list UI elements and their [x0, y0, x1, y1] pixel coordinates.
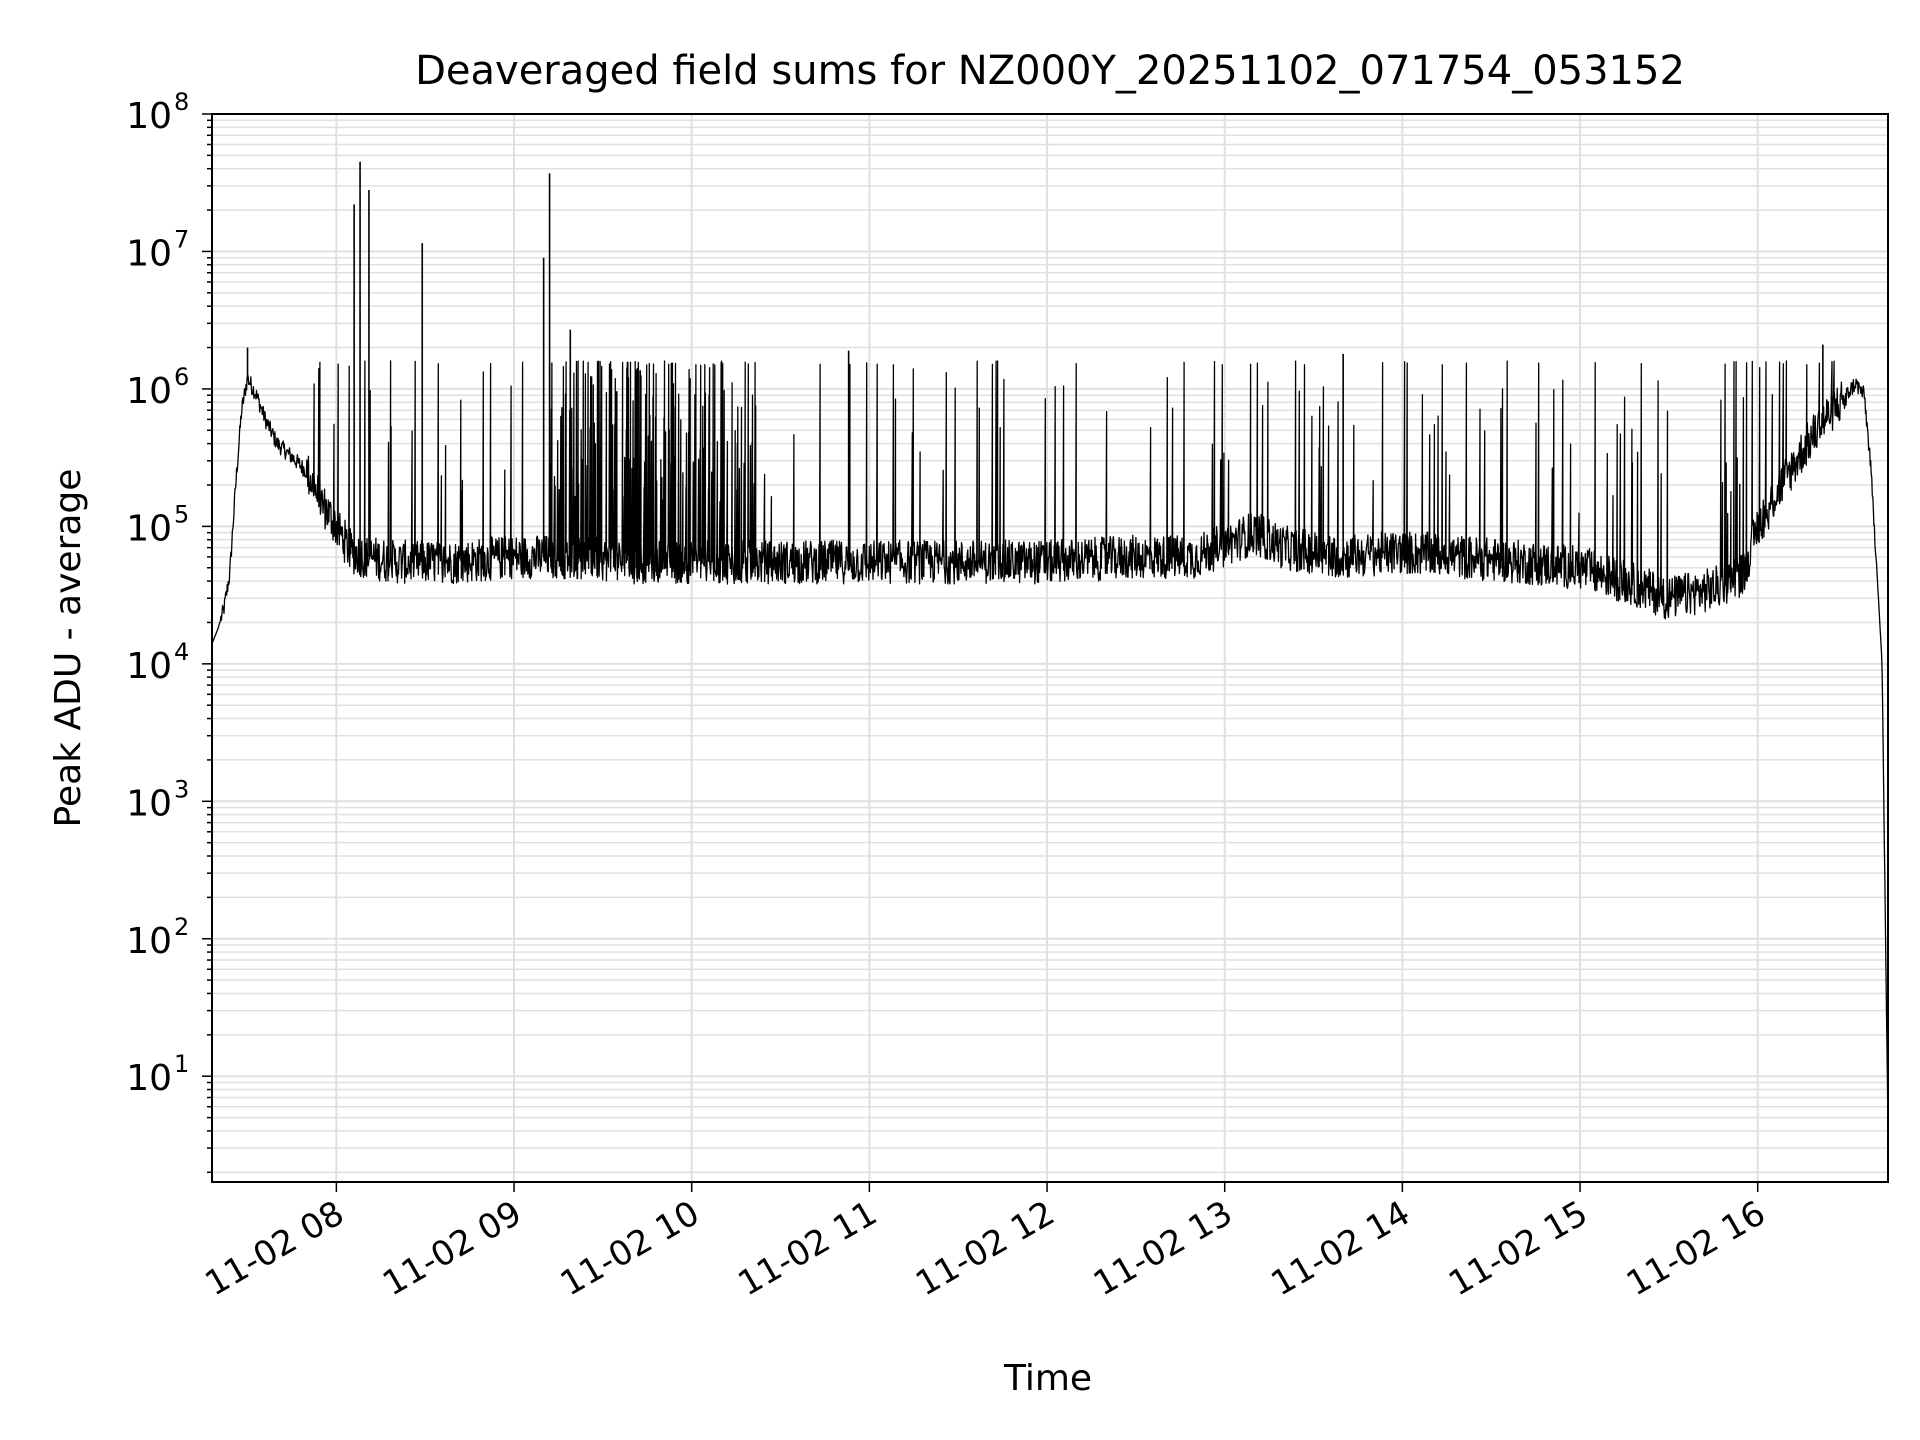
y-tick-label-exponent: 1: [174, 1050, 189, 1078]
y-tick-label-base: 10: [126, 371, 172, 412]
y-tick-label: 10 7: [126, 225, 189, 274]
y-tick-label-exponent: 7: [174, 225, 189, 253]
plot-frame: [211, 113, 1889, 1183]
y-tick-label-exponent: 5: [174, 500, 189, 528]
y-tick-label: 10 1: [126, 1050, 189, 1099]
y-tick-label-base: 10: [126, 508, 172, 549]
y-tick-label-base: 10: [126, 233, 172, 274]
y-tick-label: 10 4: [126, 638, 189, 687]
y-tick-label: 10 6: [126, 363, 189, 412]
y-tick-label: 10 5: [126, 500, 189, 549]
y-tick-label-exponent: 8: [174, 88, 189, 116]
series-line: [212, 360, 1888, 1131]
y-tick-label-exponent: 2: [174, 913, 189, 941]
series-area: [212, 161, 1888, 1131]
y-tick-label-base: 10: [126, 921, 172, 962]
y-tick-label: 10 2: [126, 913, 189, 962]
x-axis-label: Time: [1003, 1358, 1092, 1399]
y-tick-label-exponent: 3: [174, 775, 189, 803]
y-axis-label: Peak ADU - average: [48, 469, 89, 828]
y-tick-label-base: 10: [126, 646, 172, 687]
y-tick-label-base: 10: [126, 783, 172, 824]
y-tick-label-exponent: 6: [174, 363, 189, 391]
y-tick-label: 10 3: [126, 775, 189, 824]
chart-title: Deaveraged field sums for NZ000Y_2025110…: [415, 48, 1685, 94]
y-tick-label-base: 10: [126, 1058, 172, 1099]
y-tick-label-exponent: 4: [174, 638, 189, 666]
y-tick-label-base: 10: [126, 96, 172, 137]
y-tick-label: 10 8: [126, 88, 189, 137]
